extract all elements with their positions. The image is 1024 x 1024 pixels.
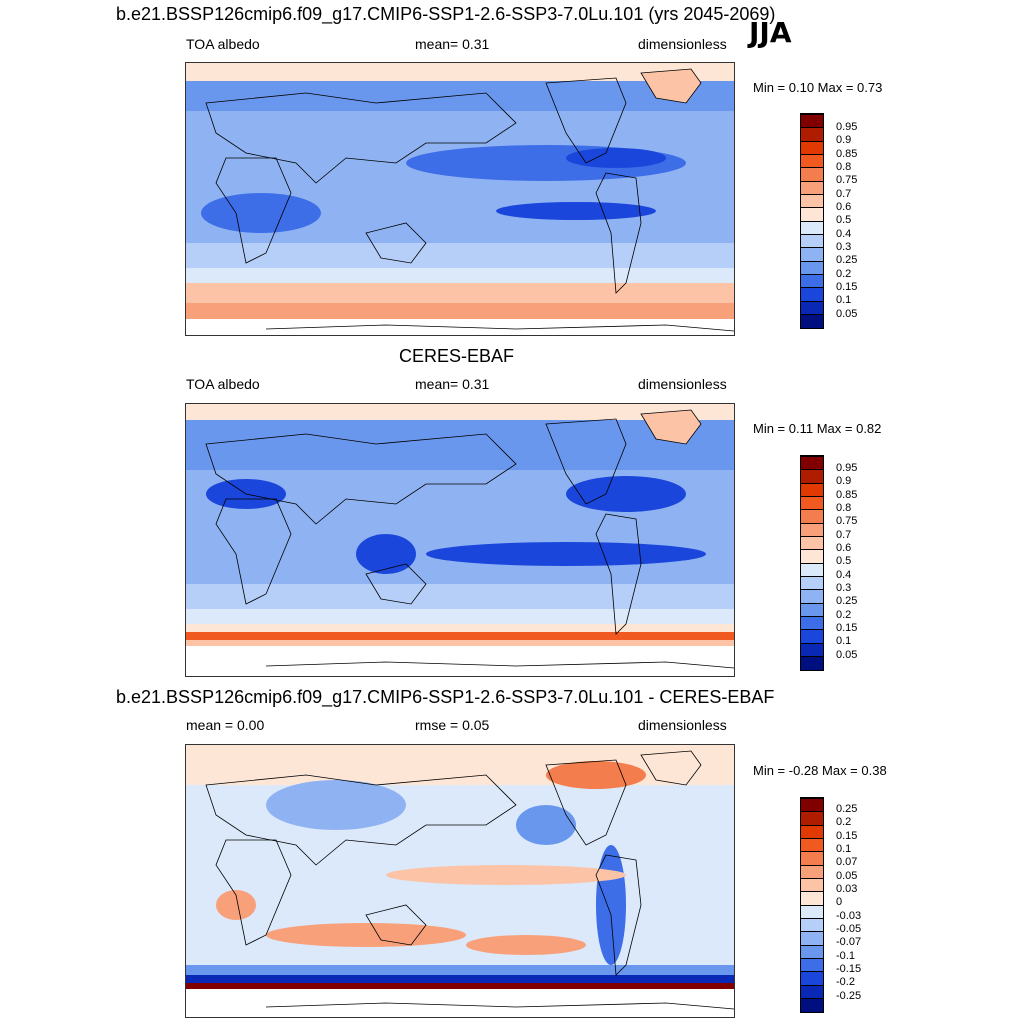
panel1-mean-label: mean= 0.31 xyxy=(415,36,490,52)
panel3-units-label: dimensionless xyxy=(638,717,727,733)
panel2-colorbar-tick: 0.8 xyxy=(836,502,852,514)
panel1-units-label: dimensionless xyxy=(638,36,727,52)
panel2-minmax-label: Min = 0.11 Max = 0.82 xyxy=(753,421,882,436)
panel3-rmse-label: rmse = 0.05 xyxy=(415,717,490,733)
panel1-colorbar-tick: 0.75 xyxy=(836,174,858,186)
panel2-units-label: dimensionless xyxy=(638,376,727,392)
panel1-colorbar-tick: 0.2 xyxy=(836,268,852,280)
panel2-title: CERES-EBAF xyxy=(399,346,515,366)
season-label: JJA xyxy=(749,16,792,49)
panel2-colorbar-tick: 0.95 xyxy=(836,462,858,474)
panel1-map xyxy=(185,62,735,336)
panel2-colorbar-tick: 0.15 xyxy=(836,622,858,634)
panel3-minmax-label: Min = -0.28 Max = 0.38 xyxy=(753,763,887,778)
panel3-colorbar-tick: 0.1 xyxy=(836,843,852,855)
panel3-colorbar-tick: 0.07 xyxy=(836,856,858,868)
panel3-mean-label: mean = 0.00 xyxy=(186,717,265,733)
panel1-colorbar-tick: 0.85 xyxy=(836,148,858,160)
panel2-colorbar-tick: 0.75 xyxy=(836,515,858,527)
panel1-colorbar-tick: 0.9 xyxy=(836,134,852,146)
panel3-title: b.e21.BSSP126cmip6.f09_g17.CMIP6-SSP1-2.… xyxy=(116,687,775,707)
panel2-colorbar-tick: 0.4 xyxy=(836,569,852,581)
panel3-colorbar-tick: 0.15 xyxy=(836,830,858,842)
panel2-colorbar xyxy=(800,455,824,671)
panel3-colorbar xyxy=(800,797,824,1013)
panel2-colorbar-tick: 0.5 xyxy=(836,555,852,567)
panel1-colorbar-tick: 0.6 xyxy=(836,201,852,213)
panel1-minmax-label: Min = 0.10 Max = 0.73 xyxy=(753,80,883,95)
panel3-colorbar-tick: -0.2 xyxy=(836,976,855,988)
panel1-colorbar-tick: 0.3 xyxy=(836,241,852,253)
panel2-variable-label: TOA albedo xyxy=(186,376,260,392)
panel1-colorbar-tick: 0.8 xyxy=(836,161,852,173)
panel1-title: b.e21.BSSP126cmip6.f09_g17.CMIP6-SSP1-2.… xyxy=(116,4,776,24)
panel3-colorbar-tick: 0 xyxy=(836,896,843,908)
panel2-map xyxy=(185,403,735,677)
panel3-colorbar-tick: -0.05 xyxy=(836,923,862,935)
panel3-colorbar-tick: -0.15 xyxy=(836,963,862,975)
panel2-colorbar-tick: 0.3 xyxy=(836,582,852,594)
panel1-colorbar-tick: 0.05 xyxy=(836,308,858,320)
panel3-colorbar-tick: -0.1 xyxy=(836,950,855,962)
panel1-colorbar-tick: 0.15 xyxy=(836,281,858,293)
panel3-colorbar-tick: 0.2 xyxy=(836,816,852,828)
panel1-colorbar-tick: 0.95 xyxy=(836,121,858,133)
panel1-colorbar-tick: 0.1 xyxy=(836,294,852,306)
panel3-colorbar-tick: -0.25 xyxy=(836,990,862,1002)
panel1-colorbar-tick: 0.7 xyxy=(836,188,852,200)
panel2-colorbar-tick: 0.1 xyxy=(836,635,852,647)
panel3-colorbar-tick: -0.03 xyxy=(836,910,862,922)
panel2-colorbar-tick: 0.25 xyxy=(836,595,858,607)
panel3-colorbar-tick: 0.03 xyxy=(836,883,858,895)
panel2-colorbar-tick: 0.7 xyxy=(836,529,852,541)
panel1-variable-label: TOA albedo xyxy=(186,36,260,52)
panel3-map xyxy=(185,744,735,1018)
panel3-colorbar-tick: 0.05 xyxy=(836,870,858,882)
panel2-colorbar-tick: 0.9 xyxy=(836,475,852,487)
panel3-colorbar-tick: 0.25 xyxy=(836,803,858,815)
panel2-mean-label: mean= 0.31 xyxy=(415,376,490,392)
panel1-colorbar-tick: 0.5 xyxy=(836,214,852,226)
panel2-colorbar-tick: 0.85 xyxy=(836,489,858,501)
panel1-colorbar xyxy=(800,113,824,329)
panel2-colorbar-tick: 0.05 xyxy=(836,649,858,661)
panel2-colorbar-tick: 0.2 xyxy=(836,609,852,621)
panel2-colorbar-tick: 0.6 xyxy=(836,542,852,554)
panel1-colorbar-tick: 0.25 xyxy=(836,254,858,266)
panel1-colorbar-tick: 0.4 xyxy=(836,228,852,240)
panel3-colorbar-tick: -0.07 xyxy=(836,936,862,948)
